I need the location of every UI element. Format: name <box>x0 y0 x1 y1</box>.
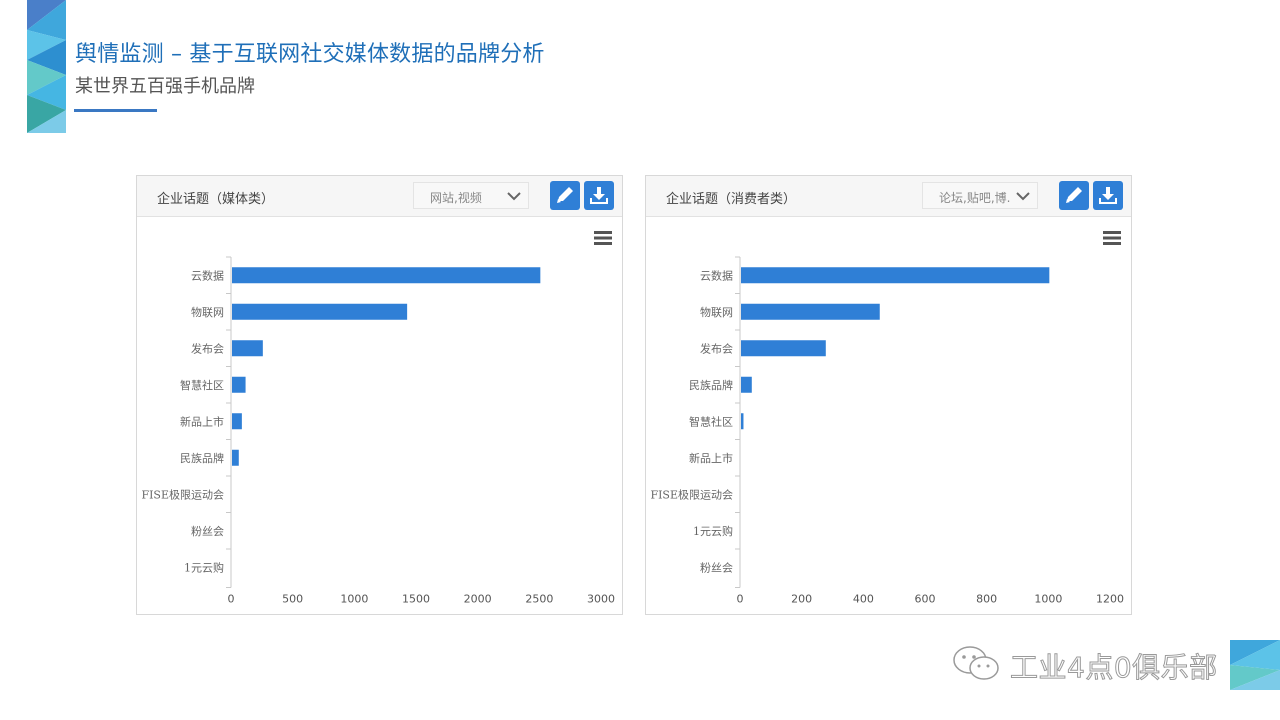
hamburger-menu-icon[interactable] <box>594 230 612 246</box>
category-label: 智慧社区 <box>689 414 733 428</box>
hamburger-menu-icon[interactable] <box>1103 230 1121 246</box>
x-tick-label: 2000 <box>464 593 492 606</box>
bar <box>232 449 239 466</box>
category-label: 智慧社区 <box>180 378 224 392</box>
x-tick-label: 0 <box>228 593 235 606</box>
decorative-polygon-strip <box>27 0 66 133</box>
bar <box>232 303 408 320</box>
category-label: 物联网 <box>700 305 733 319</box>
x-tick-label: 1500 <box>402 593 430 606</box>
select-value: 论坛,贴吧,博... <box>939 191 1011 205</box>
category-label: 物联网 <box>191 305 224 319</box>
pencil-icon <box>557 187 573 203</box>
select-value: 网站,视频 <box>430 191 482 205</box>
edit-button[interactable] <box>1059 181 1089 210</box>
watermark-text: 工业4点0俱乐部 <box>1010 651 1218 685</box>
chart-panel-consumer: 企业话题（消费者类） 论坛,贴吧,博... 云数据物联网发布会民族品牌智慧社区新… <box>645 175 1132 615</box>
x-tick-label: 500 <box>282 593 303 606</box>
category-label: 民族品牌 <box>180 451 224 465</box>
page-subtitle: 某世界五百强手机品牌 <box>75 76 255 97</box>
x-tick-label: 600 <box>915 593 936 606</box>
source-filter-select[interactable]: 网站,视频 <box>413 182 529 209</box>
download-icon <box>590 187 608 204</box>
chevron-down-icon <box>507 192 521 201</box>
category-label: 云数据 <box>700 268 733 282</box>
x-tick-label: 1000 <box>1034 593 1062 606</box>
x-tick-label: 2500 <box>525 593 553 606</box>
category-label: 发布会 <box>191 341 224 355</box>
category-label: 粉丝会 <box>700 561 733 574</box>
x-tick-label: 1000 <box>340 593 368 606</box>
download-button[interactable] <box>1093 181 1123 210</box>
category-label: 新品上市 <box>180 414 224 428</box>
bar <box>741 376 752 393</box>
panel-title: 企业话题（消费者类） <box>666 192 797 207</box>
source-filter-select[interactable]: 论坛,贴吧,博... <box>922 182 1038 209</box>
category-label: 新品上市 <box>689 451 733 465</box>
download-button[interactable] <box>584 181 614 210</box>
category-label: 云数据 <box>191 268 224 282</box>
pencil-icon <box>1066 187 1082 203</box>
bar <box>232 376 246 393</box>
panel-header: 企业话题（媒体类） 网站,视频 <box>137 176 622 217</box>
title-underline <box>74 109 157 112</box>
category-label: FISE极限运动会 <box>650 487 733 501</box>
category-label: 民族品牌 <box>689 378 733 392</box>
bar <box>232 340 263 357</box>
bar <box>741 340 826 357</box>
bar <box>232 413 242 430</box>
x-tick-label: 800 <box>976 593 997 606</box>
category-label: 1元云购 <box>184 560 224 574</box>
bar <box>232 267 541 284</box>
category-label: 发布会 <box>700 341 733 355</box>
bar <box>741 413 744 430</box>
category-label: 1元云购 <box>693 524 733 538</box>
x-tick-label: 1200 <box>1096 593 1124 606</box>
decorative-polygon-corner <box>1230 640 1280 690</box>
bar <box>741 303 880 320</box>
x-tick-label: 200 <box>791 593 812 606</box>
chart-panel-media: 企业话题（媒体类） 网站,视频 云数据物联网发布会智慧社区新品上市民族品牌 FIS… <box>136 175 623 615</box>
download-icon <box>1099 187 1117 204</box>
category-label: 粉丝会 <box>191 525 224 538</box>
wechat-icon <box>953 646 999 680</box>
panel-title: 企业话题（媒体类） <box>157 192 275 207</box>
edit-button[interactable] <box>550 181 580 210</box>
bar <box>741 267 1050 284</box>
x-tick-label: 0 <box>737 593 744 606</box>
category-label: FISE极限运动会 <box>141 487 224 501</box>
x-tick-label: 3000 <box>587 593 615 606</box>
page-title: 舆情监测 – 基于互联网社交媒体数据的品牌分析 <box>75 42 545 67</box>
x-tick-label: 400 <box>853 593 874 606</box>
panel-header: 企业话题（消费者类） 论坛,贴吧,博... <box>646 176 1131 217</box>
chevron-down-icon <box>1016 192 1030 201</box>
